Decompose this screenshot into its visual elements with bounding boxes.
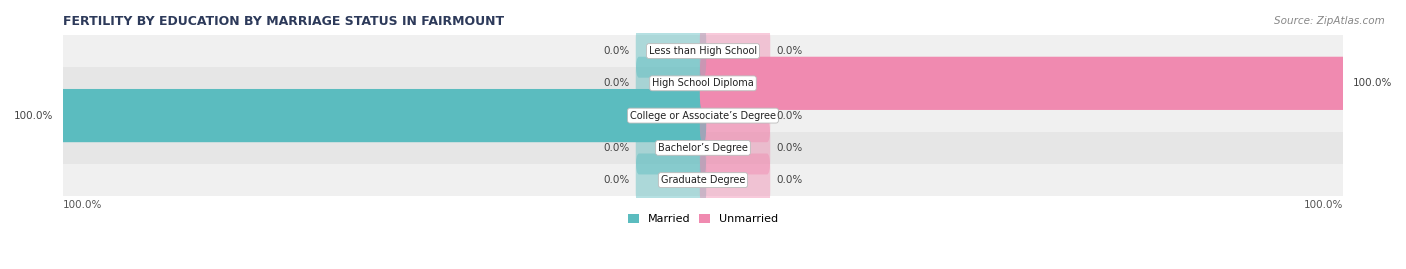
Text: College or Associate’s Degree: College or Associate’s Degree	[630, 111, 776, 121]
FancyBboxPatch shape	[636, 57, 706, 110]
Text: 0.0%: 0.0%	[776, 143, 803, 153]
Text: 0.0%: 0.0%	[603, 175, 630, 185]
FancyBboxPatch shape	[59, 89, 706, 142]
Text: FERTILITY BY EDUCATION BY MARRIAGE STATUS IN FAIRMOUNT: FERTILITY BY EDUCATION BY MARRIAGE STATU…	[62, 15, 503, 28]
Text: Source: ZipAtlas.com: Source: ZipAtlas.com	[1274, 16, 1385, 26]
Text: High School Diploma: High School Diploma	[652, 78, 754, 88]
FancyBboxPatch shape	[636, 24, 706, 78]
Text: Less than High School: Less than High School	[650, 46, 756, 56]
Text: 0.0%: 0.0%	[776, 46, 803, 56]
Text: 100.0%: 100.0%	[1353, 78, 1392, 88]
Text: 0.0%: 0.0%	[603, 143, 630, 153]
FancyBboxPatch shape	[636, 121, 706, 175]
Text: 100.0%: 100.0%	[14, 111, 53, 121]
Bar	[62, 35, 1344, 67]
FancyBboxPatch shape	[700, 24, 770, 78]
Text: Bachelor’s Degree: Bachelor’s Degree	[658, 143, 748, 153]
Text: Graduate Degree: Graduate Degree	[661, 175, 745, 185]
Text: 100.0%: 100.0%	[1305, 200, 1344, 210]
FancyBboxPatch shape	[700, 154, 770, 207]
Legend: Married, Unmarried: Married, Unmarried	[623, 209, 783, 228]
FancyBboxPatch shape	[700, 121, 770, 175]
Bar	[62, 100, 1344, 132]
Text: 0.0%: 0.0%	[776, 175, 803, 185]
FancyBboxPatch shape	[636, 154, 706, 207]
Bar	[62, 164, 1344, 196]
Bar	[62, 67, 1344, 100]
Text: 0.0%: 0.0%	[776, 111, 803, 121]
Text: 100.0%: 100.0%	[62, 200, 101, 210]
FancyBboxPatch shape	[700, 89, 770, 142]
Text: 0.0%: 0.0%	[603, 46, 630, 56]
FancyBboxPatch shape	[700, 57, 1347, 110]
Bar	[62, 132, 1344, 164]
Text: 0.0%: 0.0%	[603, 78, 630, 88]
